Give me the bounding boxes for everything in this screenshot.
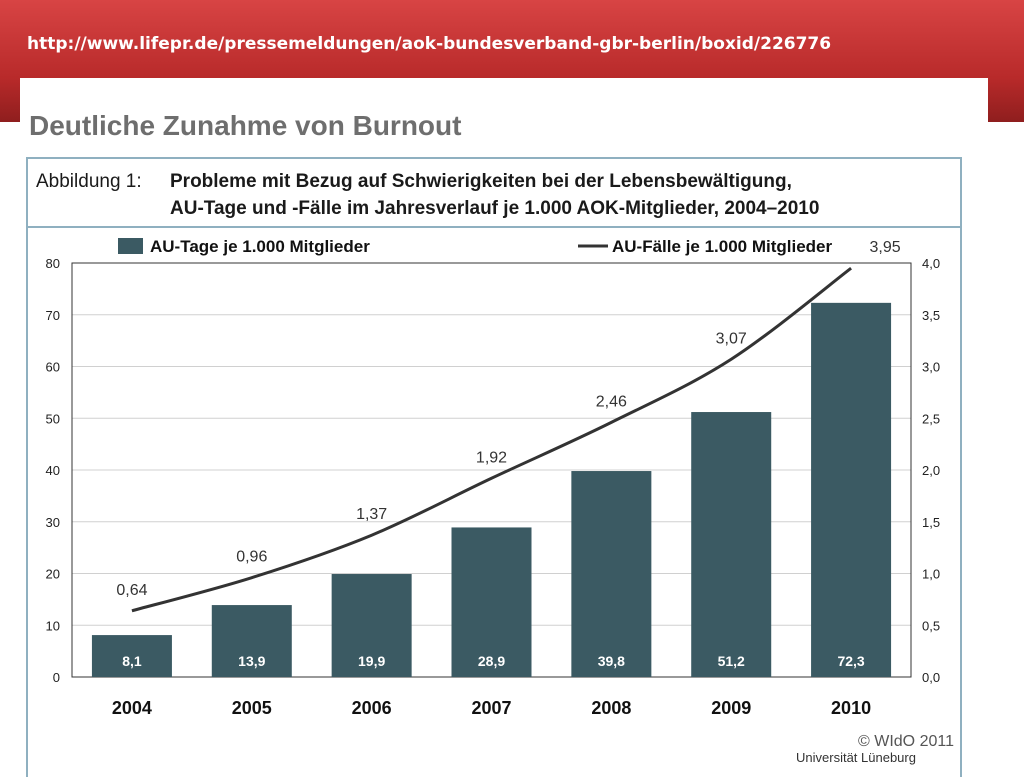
y-right-tick-label: 1,5: [922, 515, 940, 530]
line-value-label: 0,64: [116, 582, 147, 599]
line-value-label: 2,46: [596, 393, 627, 410]
banner-shadow-left: [0, 78, 20, 122]
y-right-tick-label: 3,5: [922, 308, 940, 323]
copyright-note: © WIdO 2011: [858, 733, 954, 750]
bar-value-label: 19,9: [358, 653, 385, 669]
x-tick-label: 2010: [831, 698, 871, 718]
figure-title-line2: AU-Tage und -Fälle im Jahresverlauf je 1…: [170, 198, 820, 219]
bar: [211, 605, 292, 677]
figure-title-line1: Probleme mit Bezug auf Schwierigkeiten b…: [170, 171, 792, 192]
y-left-tick-label: 80: [46, 256, 60, 271]
y-left-tick-label: 10: [46, 618, 60, 633]
bar: [451, 527, 532, 677]
banner-shadow-right: [988, 78, 1024, 122]
bar-value-label: 28,9: [478, 653, 505, 669]
bar-value-label: 72,3: [837, 653, 864, 669]
y-left-tick-label: 40: [46, 463, 60, 478]
y-left-tick-label: 30: [46, 515, 60, 530]
footer-text: Universität Lüneburg: [796, 750, 916, 765]
bar: [691, 412, 772, 677]
line-series-au-faelle: [131, 266, 852, 613]
x-tick-label: 2004: [112, 698, 152, 718]
y-left-tick-label: 60: [46, 360, 60, 375]
line-value-label: 1,92: [476, 449, 507, 466]
y-right-tick-label: 4,0: [922, 256, 940, 271]
legend-swatch-bar: [118, 238, 143, 254]
line-value-label: 1,37: [356, 506, 387, 523]
bar-value-label: 39,8: [598, 653, 625, 669]
figure-divider: [26, 226, 962, 228]
slide-title: Deutliche Zunahme von Burnout: [29, 110, 462, 141]
x-tick-label: 2007: [471, 698, 511, 718]
line-value-label: 0,96: [236, 549, 267, 566]
bar-value-label: 13,9: [238, 653, 265, 669]
bar-value-label: 8,1: [122, 653, 142, 669]
y-right-tick-label: 2,5: [922, 411, 940, 426]
x-tick-label: 2005: [232, 698, 272, 718]
figure-frame: [26, 157, 962, 777]
source-url[interactable]: http://www.lifepr.de/pressemeldungen/aok…: [27, 34, 832, 54]
line-value-label: 3,07: [716, 330, 747, 347]
figure-label: Abbildung 1:: [36, 171, 142, 192]
y-right-tick-label: 0,5: [922, 618, 940, 633]
legend-label-line: AU-Fälle je 1.000 Mitglieder: [612, 237, 833, 256]
y-right-tick-label: 0,0: [922, 670, 940, 685]
bar-value-label: 51,2: [718, 653, 745, 669]
y-left-tick-label: 70: [46, 308, 60, 323]
y-left-tick-label: 20: [46, 567, 60, 582]
x-tick-label: 2009: [711, 698, 751, 718]
y-right-tick-label: 2,0: [922, 463, 940, 478]
line-value-label: 3,95: [870, 239, 901, 256]
y-right-tick-label: 1,0: [922, 567, 940, 582]
bar: [811, 302, 892, 677]
header-banner: http://www.lifepr.de/pressemeldungen/aok…: [0, 0, 1024, 78]
y-left-tick-label: 0: [53, 670, 60, 685]
y-left-tick-label: 50: [46, 411, 60, 426]
bar: [571, 471, 652, 677]
bar: [331, 574, 412, 677]
y-right-tick-label: 3,0: [922, 360, 940, 375]
x-tick-label: 2006: [352, 698, 392, 718]
legend-label-bar: AU-Tage je 1.000 Mitglieder: [150, 237, 370, 256]
bar: [91, 635, 172, 677]
x-tick-label: 2008: [591, 698, 631, 718]
